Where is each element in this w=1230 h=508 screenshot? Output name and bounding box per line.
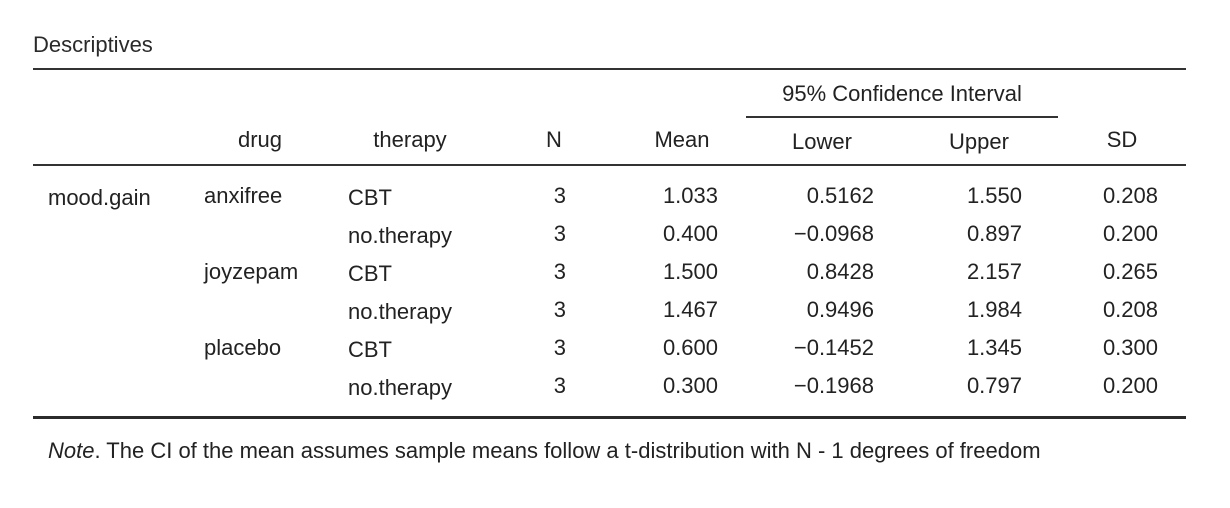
variable-label: mood.gain bbox=[48, 185, 151, 210]
bottom-rule bbox=[33, 416, 1186, 419]
cell-n: 3 bbox=[553, 335, 566, 360]
header-upper: Upper bbox=[949, 129, 1009, 154]
cell-lower: −0.1452 bbox=[793, 335, 874, 360]
header-n: N bbox=[546, 127, 562, 152]
header-mean: Mean bbox=[654, 127, 710, 152]
cell-lower: 0.8428 bbox=[806, 259, 874, 284]
cell-n: 3 bbox=[553, 221, 566, 246]
header-drug: drug bbox=[237, 127, 283, 152]
cell-therapy: no.therapy bbox=[348, 375, 452, 400]
cell-upper: 1.984 bbox=[966, 297, 1022, 322]
cell-mean: 1.500 bbox=[662, 259, 718, 284]
cell-mean: 0.400 bbox=[662, 221, 718, 246]
cell-mean: 1.033 bbox=[662, 183, 718, 208]
table-note: Note. The CI of the mean assumes sample … bbox=[48, 436, 1168, 466]
cell-therapy: CBT bbox=[348, 185, 392, 210]
cell-drug: joyzepam bbox=[204, 259, 299, 284]
cell-sd: 0.300 bbox=[1102, 335, 1158, 360]
cell-upper: 0.897 bbox=[966, 221, 1022, 246]
note-text: . The CI of the mean assumes sample mean… bbox=[94, 438, 1041, 463]
cell-lower: 0.9496 bbox=[806, 297, 874, 322]
note-label: Note bbox=[48, 438, 95, 463]
cell-mean: 0.600 bbox=[662, 335, 718, 360]
cell-n: 3 bbox=[553, 259, 566, 284]
cell-n: 3 bbox=[553, 297, 566, 322]
cell-sd: 0.200 bbox=[1102, 373, 1158, 398]
ci-spanner-rule bbox=[746, 116, 1058, 118]
cell-therapy: no.therapy bbox=[348, 223, 452, 248]
cell-upper: 2.157 bbox=[966, 259, 1022, 284]
header-lower: Lower bbox=[792, 129, 852, 154]
cell-lower: 0.5162 bbox=[806, 183, 874, 208]
cell-drug: placebo bbox=[204, 335, 282, 360]
cell-sd: 0.208 bbox=[1102, 297, 1158, 322]
cell-mean: 0.300 bbox=[662, 373, 718, 398]
cell-therapy: CBT bbox=[348, 261, 392, 286]
header-sd: SD bbox=[1106, 127, 1138, 152]
cell-upper: 1.345 bbox=[966, 335, 1022, 360]
header-rule bbox=[33, 164, 1186, 166]
top-rule bbox=[33, 68, 1186, 70]
cell-lower: −0.0968 bbox=[793, 221, 874, 246]
table-title: Descriptives bbox=[33, 32, 153, 57]
cell-n: 3 bbox=[553, 373, 566, 398]
header-therapy: therapy bbox=[373, 127, 447, 152]
cell-mean: 1.467 bbox=[662, 297, 718, 322]
cell-upper: 0.797 bbox=[966, 373, 1022, 398]
cell-sd: 0.265 bbox=[1102, 259, 1158, 284]
cell-lower: −0.1968 bbox=[793, 373, 874, 398]
ci-spanner-header: 95% Confidence Interval bbox=[782, 81, 1022, 106]
cell-n: 3 bbox=[553, 183, 566, 208]
cell-sd: 0.208 bbox=[1102, 183, 1158, 208]
cell-drug: anxifree bbox=[204, 183, 283, 208]
cell-upper: 1.550 bbox=[966, 183, 1022, 208]
cell-sd: 0.200 bbox=[1102, 221, 1158, 246]
cell-therapy: CBT bbox=[348, 337, 392, 362]
cell-therapy: no.therapy bbox=[348, 299, 452, 324]
